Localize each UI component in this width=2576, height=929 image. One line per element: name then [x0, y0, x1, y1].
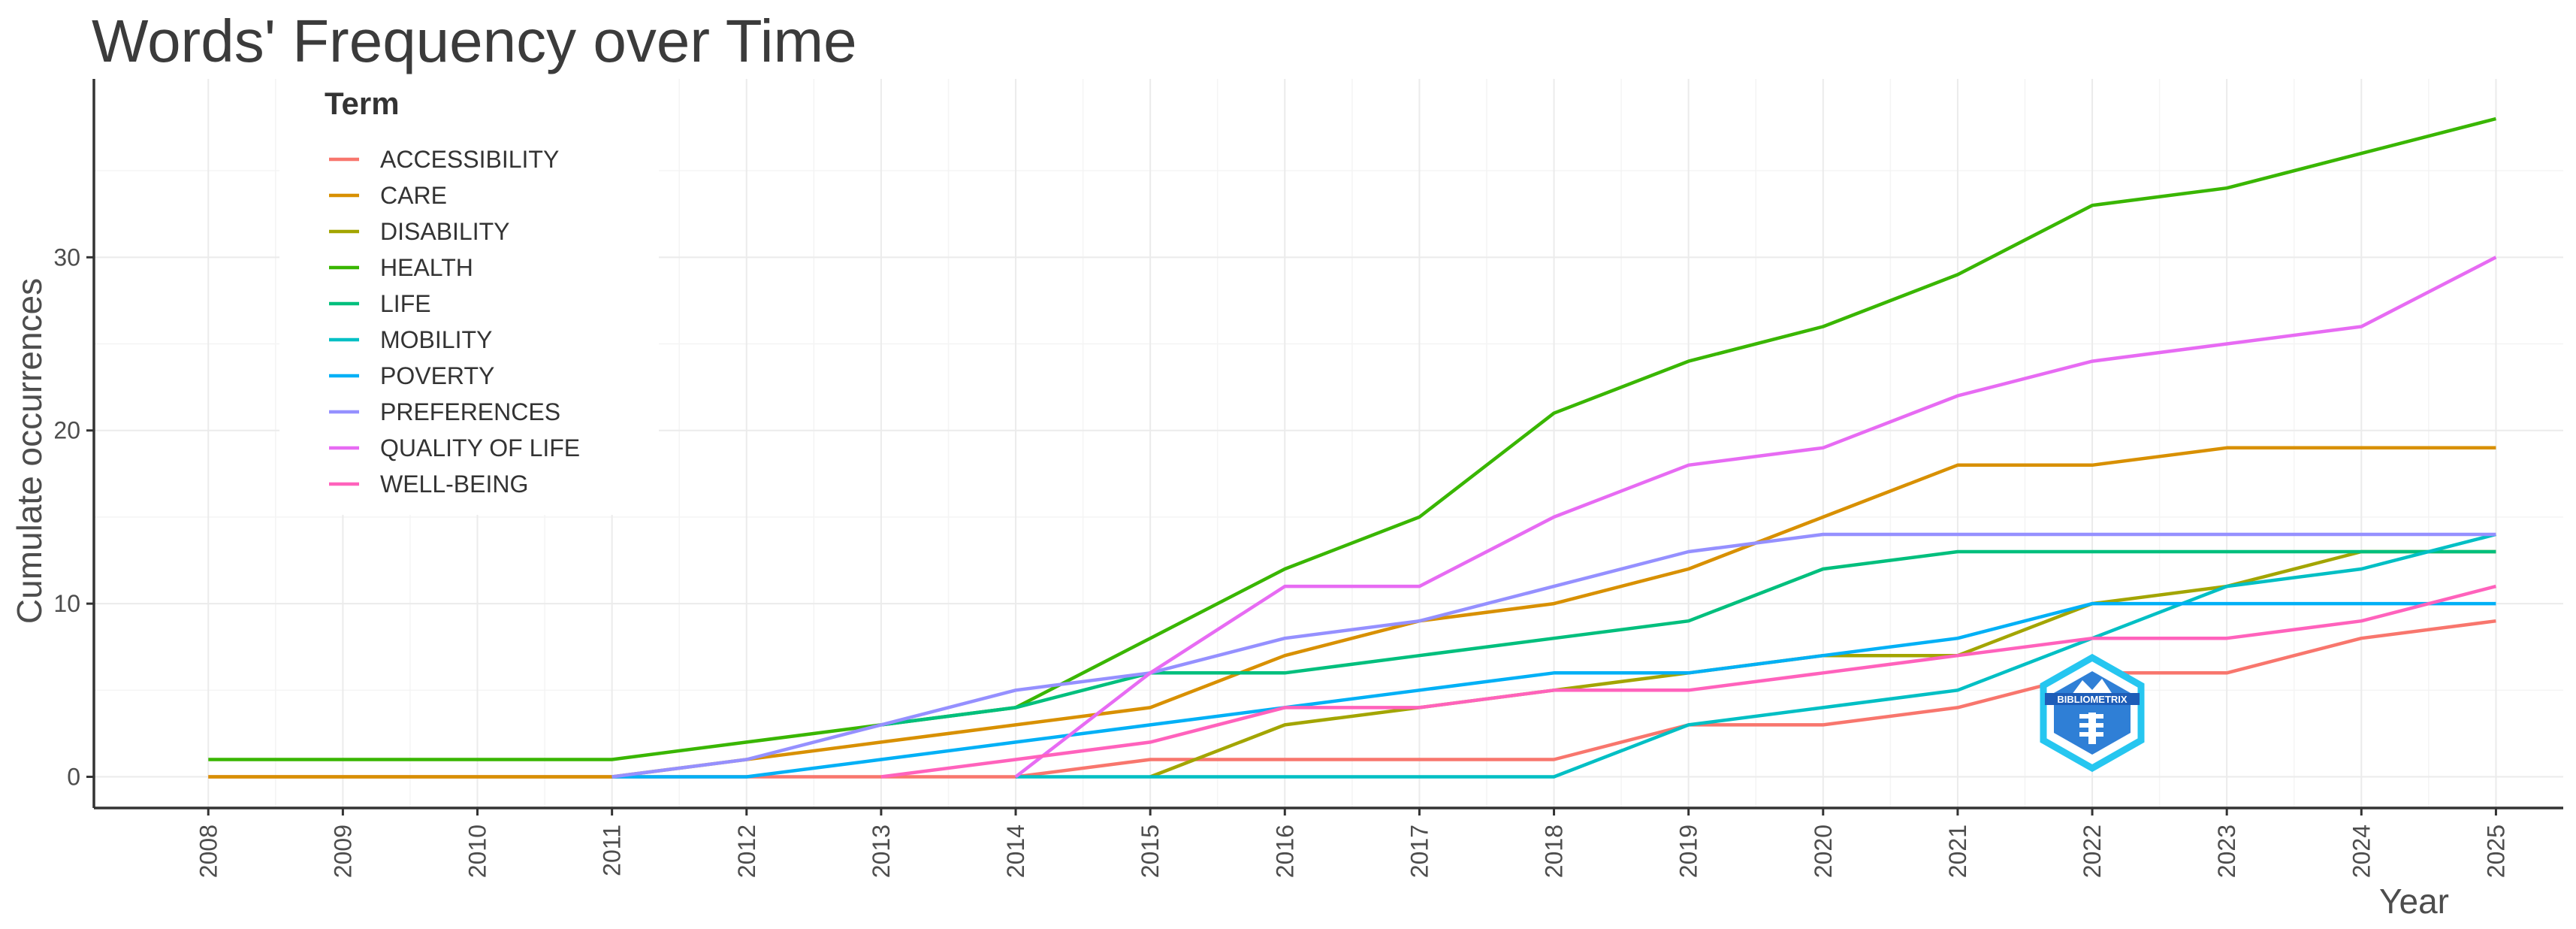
- y-tick-label: 20: [53, 417, 80, 444]
- series-line-preferences: [612, 532, 2496, 779]
- y-tick-label: 0: [67, 764, 80, 791]
- y-tick-label: 10: [53, 590, 80, 617]
- logo-mountain-icon: [2070, 679, 2115, 698]
- x-tick-label: 2014: [1002, 825, 1029, 878]
- x-tick-label: 2020: [1810, 825, 1837, 878]
- x-tick-label: 2012: [733, 825, 760, 878]
- series-line-quality-of-life: [1014, 256, 2497, 779]
- series-line-well-being: [880, 584, 2496, 779]
- series-line-health: [208, 117, 2496, 761]
- legend-label-life: LIFE: [380, 290, 431, 317]
- legend: Term ACCESSIBILITY CARE DISABILITY HEALTH LI…: [279, 79, 659, 515]
- legend-label-mobility: MOBILITY: [380, 326, 492, 353]
- logo-text: BIBLIOMETRIX: [2057, 694, 2127, 705]
- x-tick-label: 2018: [1541, 825, 1568, 878]
- y-tick-label: 30: [53, 244, 80, 271]
- legend-label-health: HEALTH: [380, 254, 473, 281]
- legend-label-poverty: POVERTY: [380, 362, 494, 389]
- x-tick-label: 2021: [1944, 825, 1971, 878]
- x-tick-label: 2025: [2482, 825, 2509, 878]
- x-tick-label: 2022: [2079, 825, 2106, 878]
- legend-label-disability: DISABILITY: [380, 218, 510, 245]
- x-tick-label: 2015: [1137, 825, 1164, 878]
- x-axis-ticks: 2008 2009 2010 2011 2012 2013 2014 2015 2016 2017…: [195, 808, 2509, 878]
- chart-title: Words' Frequency over Time: [92, 8, 857, 74]
- x-tick-label: 2016: [1271, 825, 1298, 878]
- legend-label-quality-of-life: QUALITY OF LIFE: [380, 434, 580, 461]
- bibliometrix-logo: BIBLIOMETRIX: [2040, 653, 2145, 773]
- legend-label-care: CARE: [380, 182, 447, 209]
- legend-background: [279, 79, 659, 515]
- legend-title: Term: [325, 86, 400, 121]
- series-lines: [208, 117, 2497, 779]
- y-axis-title: Cumulate occurrences: [10, 278, 49, 624]
- x-tick-label: 2023: [2213, 825, 2240, 878]
- x-axis-title: Year: [2379, 882, 2449, 921]
- x-tick-label: 2010: [464, 825, 491, 878]
- x-tick-label: 2008: [195, 825, 222, 878]
- legend-label-preferences: PREFERENCES: [380, 398, 560, 425]
- x-tick-label: 2017: [1406, 825, 1433, 878]
- legend-label-accessibility: ACCESSIBILITY: [380, 146, 559, 173]
- y-axis-ticks: 0 10 20 30: [53, 244, 94, 791]
- legend-items: ACCESSIBILITY CARE DISABILITY HEALTH LIFE MOB…: [329, 146, 580, 498]
- x-tick-label: 2024: [2348, 825, 2375, 878]
- series-line-poverty: [612, 601, 2496, 779]
- series-line-care: [208, 446, 2496, 779]
- logo-banner: [2045, 693, 2140, 705]
- x-tick-label: 2009: [329, 825, 356, 878]
- logo-chart-icon: [2079, 713, 2103, 744]
- legend-label-well-being: WELL-BEING: [380, 471, 528, 498]
- x-tick-label: 2011: [599, 825, 626, 876]
- x-tick-label: 2013: [868, 825, 895, 878]
- series-line-mobility: [1016, 532, 2496, 779]
- x-tick-label: 2019: [1675, 825, 1702, 878]
